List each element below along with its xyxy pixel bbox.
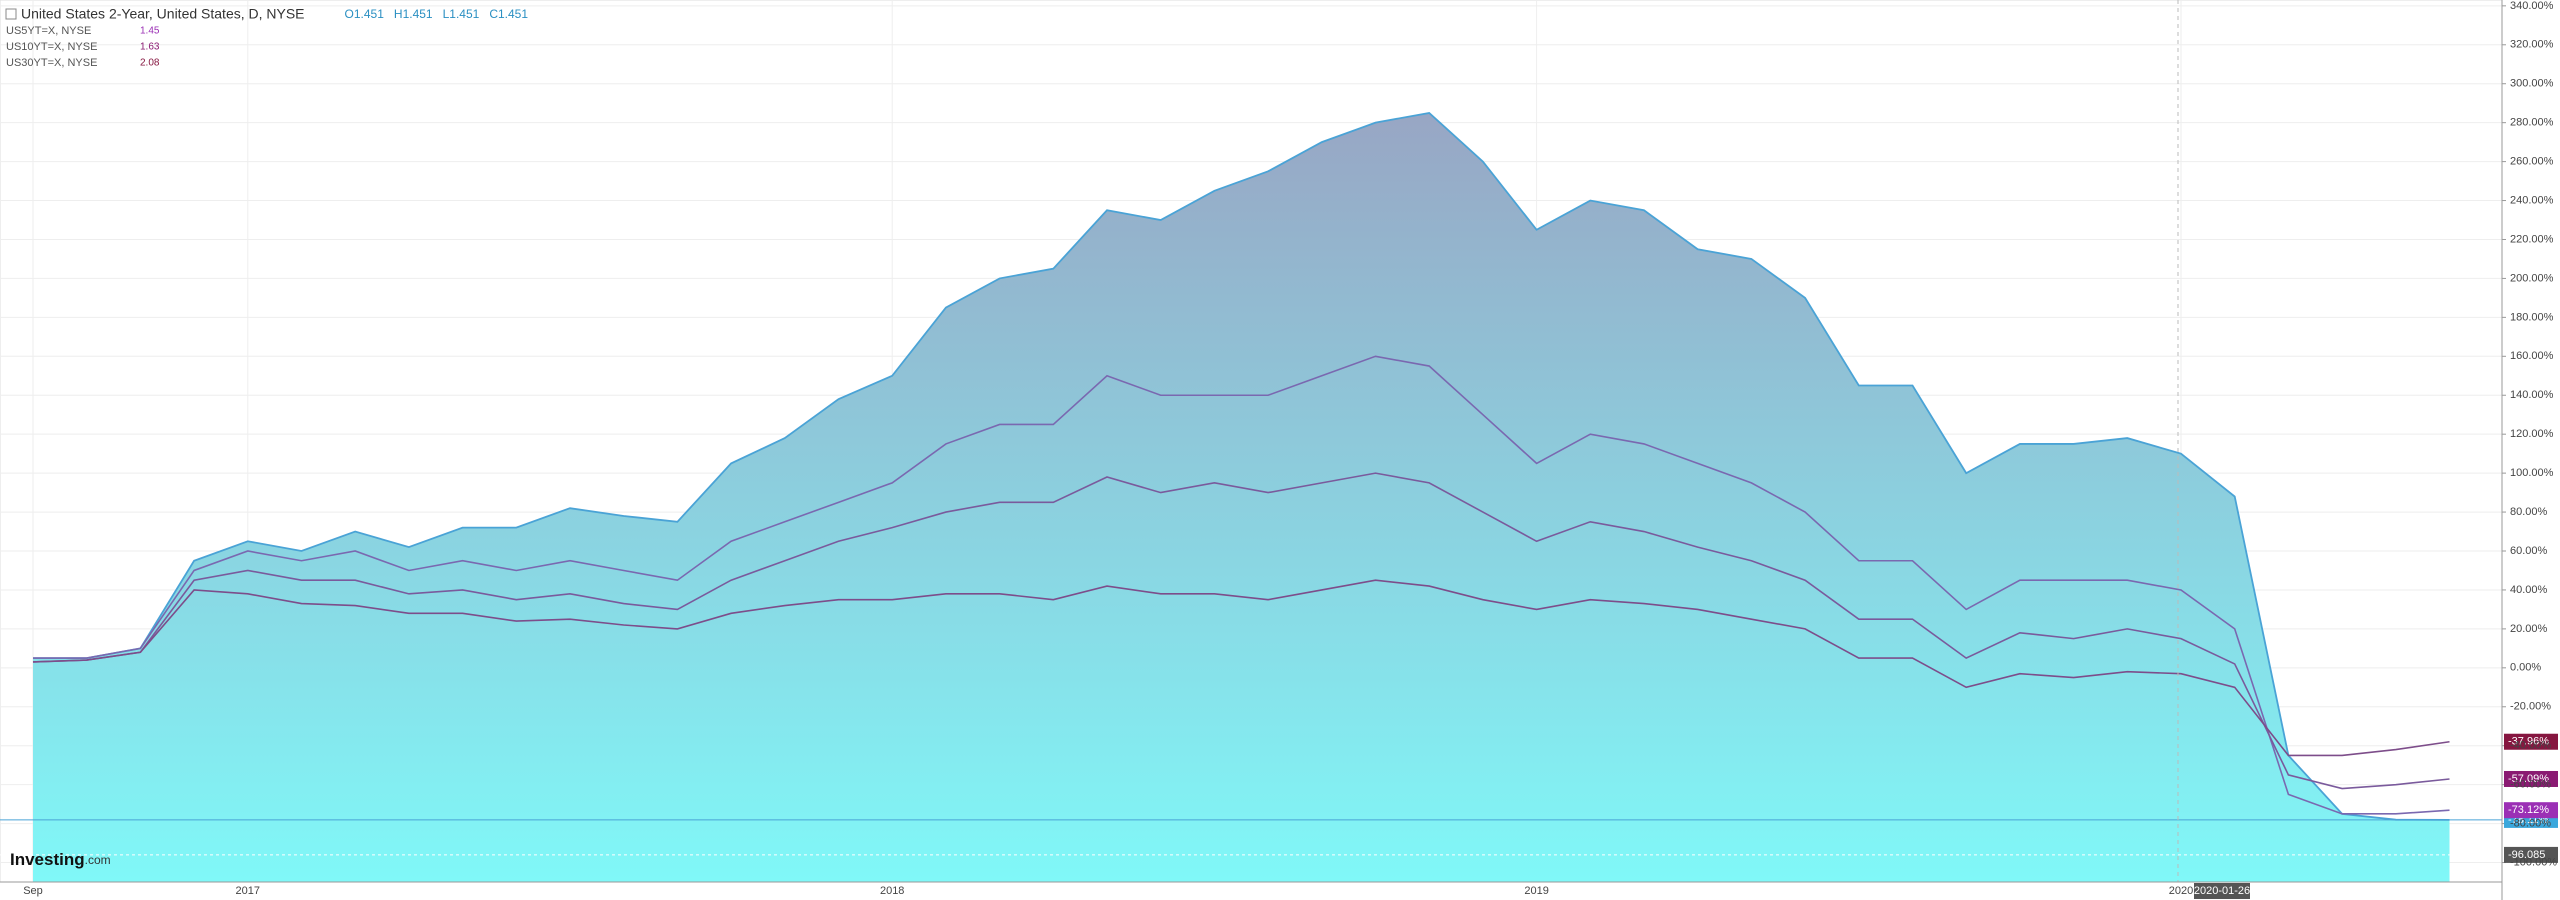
y-tick-label: 160.00%	[2510, 350, 2554, 362]
y-tick-label: 80.00%	[2510, 506, 2548, 518]
y-tick-label: 60.00%	[2510, 545, 2548, 557]
line	[33, 111, 2450, 821]
ohlc-value: H1.451	[394, 7, 433, 21]
y-tick-label: 260.00%	[2510, 156, 2554, 168]
y-tick-label: -60.00%	[2510, 779, 2551, 791]
value-label-bg	[2504, 770, 2558, 787]
y-tick-label: -20.00%	[2510, 701, 2551, 713]
y-tick-label: 180.00%	[2510, 311, 2554, 323]
y-tick-label: 140.00%	[2510, 389, 2554, 401]
y-tick-label: 100.00%	[2510, 467, 2554, 479]
x-tick-label: 2017	[236, 885, 260, 897]
x-tick-label: 2019	[1524, 885, 1548, 897]
y-tick-label: -40.00%	[2510, 740, 2551, 752]
brand-suffix: .com	[85, 853, 111, 867]
brand-name: Investing	[10, 850, 85, 869]
line	[33, 355, 2450, 815]
y-tick-label: 240.00%	[2510, 194, 2554, 206]
legend-value: 1.45	[140, 26, 160, 37]
crosshair-label-bg	[2194, 883, 2250, 899]
y-tick-label: 40.00%	[2510, 584, 2548, 596]
y-tick-label: 280.00%	[2510, 117, 2554, 129]
value-label: -37.96%	[2508, 736, 2549, 748]
line	[32, 579, 2450, 757]
ohlc-value: C1.451	[489, 7, 528, 21]
value-label-bg	[2504, 733, 2558, 750]
legend-entry: US5YT=X, NYSE	[6, 25, 91, 37]
price-label-bg	[2504, 846, 2558, 863]
legend-entry: US30YT=X, NYSE	[6, 57, 97, 69]
value-label: -57.09%	[2508, 773, 2549, 785]
collapse-icon[interactable]	[5, 8, 17, 20]
line	[32, 472, 2450, 790]
value-label-bg	[2504, 802, 2558, 819]
y-tick-label: -100.00%	[2510, 856, 2557, 868]
legend-value: 1.63	[140, 42, 160, 53]
legend-title: United States 2-Year, United States, D, …	[21, 6, 305, 22]
y-tick-label: 0.00%	[2510, 662, 2541, 674]
legend-entry: US10YT=X, NYSE	[6, 41, 97, 53]
y-tick-label: 200.00%	[2510, 272, 2554, 284]
y-tick-label: 340.00%	[2510, 0, 2554, 12]
brand: Investing.com	[10, 850, 111, 869]
legend-value: 2.08	[140, 58, 160, 69]
y-tick-label: 20.00%	[2510, 623, 2548, 635]
y-tick-label: 220.00%	[2510, 233, 2554, 245]
ohlc-value: L1.451	[443, 7, 480, 21]
crosshair-label: 2020-01-26	[2194, 885, 2250, 897]
value-label: -73.12%	[2508, 804, 2549, 816]
price-label: -96.085	[2508, 849, 2545, 861]
y-tick-label: -80.00%	[2510, 817, 2551, 829]
ohlc-value: O1.451	[345, 7, 385, 21]
y-tick-label: 120.00%	[2510, 428, 2554, 440]
x-tick-label: Sep	[23, 885, 43, 897]
x-tick-label: 2020	[2169, 885, 2193, 897]
y-tick-label: 300.00%	[2510, 78, 2554, 90]
y-tick-label: 320.00%	[2510, 39, 2554, 51]
area	[33, 112, 2450, 883]
x-tick-label: 2018	[880, 885, 904, 897]
